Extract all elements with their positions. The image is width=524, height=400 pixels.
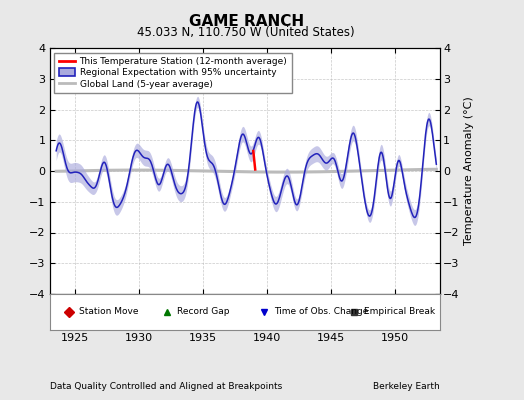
Text: 1940: 1940 xyxy=(253,333,281,343)
Text: Station Move: Station Move xyxy=(79,308,138,316)
Y-axis label: Temperature Anomaly (°C): Temperature Anomaly (°C) xyxy=(464,97,474,245)
Text: Empirical Break: Empirical Break xyxy=(364,308,435,316)
Text: 1925: 1925 xyxy=(61,333,90,343)
Text: Record Gap: Record Gap xyxy=(177,308,229,316)
Text: GAME RANCH: GAME RANCH xyxy=(189,14,304,29)
Legend: This Temperature Station (12-month average), Regional Expectation with 95% uncer: This Temperature Station (12-month avera… xyxy=(54,52,292,93)
Text: Time of Obs. Change: Time of Obs. Change xyxy=(274,308,368,316)
Text: 45.033 N, 110.750 W (United States): 45.033 N, 110.750 W (United States) xyxy=(137,26,355,39)
Text: Berkeley Earth: Berkeley Earth xyxy=(374,382,440,391)
Text: 1930: 1930 xyxy=(125,333,154,343)
Text: 1950: 1950 xyxy=(381,333,409,343)
Text: 1935: 1935 xyxy=(189,333,217,343)
Text: Data Quality Controlled and Aligned at Breakpoints: Data Quality Controlled and Aligned at B… xyxy=(50,382,282,391)
Text: 1945: 1945 xyxy=(317,333,345,343)
